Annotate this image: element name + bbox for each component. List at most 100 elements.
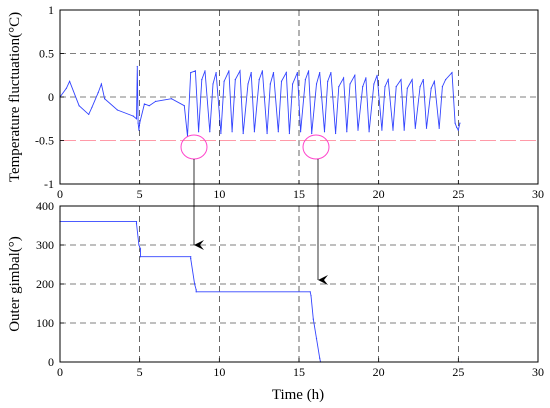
temperature-point: [419, 86, 421, 88]
temperature-point: [330, 72, 332, 74]
temperature-point: [132, 115, 134, 117]
x-tick-label: 0: [57, 187, 63, 201]
temperature-point: [212, 83, 214, 85]
temperature-point: [148, 105, 150, 107]
temperature-point: [433, 80, 435, 82]
temperature-point: [392, 129, 394, 131]
temperature-point: [269, 83, 271, 85]
x-tick-label: 25: [452, 365, 464, 379]
temperature-point: [395, 86, 397, 88]
temperature-point: [97, 92, 99, 94]
y-tick-label: 200: [36, 277, 54, 291]
temperature-point: [315, 83, 318, 85]
temperature-point: [242, 132, 244, 135]
temperature-point: [304, 79, 306, 81]
temperature-point: [209, 131, 211, 133]
temperature-point: [349, 83, 351, 85]
bottom-y-axis-label: Outer gimbal(°): [7, 236, 23, 332]
temperature-point: [69, 80, 71, 82]
temperature-point: [411, 79, 413, 81]
temperature-point: [368, 131, 370, 133]
temperature-point: [406, 87, 408, 89]
temperature-point: [400, 79, 402, 81]
y-tick-label: -1: [44, 177, 54, 191]
temperature-point: [438, 127, 440, 129]
temperature-point: [143, 103, 145, 105]
temperature-point: [457, 129, 459, 131]
temperature-point: [425, 127, 428, 129]
x-tick-label: 5: [137, 365, 143, 379]
gimbal-point: [190, 256, 192, 258]
temperature-point: [311, 132, 313, 135]
temperature-point: [104, 98, 106, 100]
temperature-point: [323, 131, 326, 133]
temperature-point: [116, 109, 118, 111]
temperature-point: [403, 129, 405, 131]
gimbal-point: [135, 221, 138, 223]
top-grid: [60, 10, 538, 184]
y-tick-label: 1: [48, 3, 54, 17]
temperature-point: [451, 72, 453, 74]
temperature-point: [362, 86, 364, 88]
temperature-point: [250, 72, 252, 74]
temperature-point: [155, 100, 157, 102]
gimbal-point: [195, 289, 197, 291]
temperature-point: [319, 72, 321, 74]
x-tick-label: 10: [213, 365, 225, 379]
temperature-point: [135, 118, 138, 120]
temperature-point: [183, 105, 185, 107]
temperature-point: [258, 79, 260, 81]
top-chart: 0 5 10 15 20 25 30 -1 -0.5 0 0.5 1 Temperature flu…: [7, 3, 544, 201]
temperature-point: [343, 77, 345, 79]
temperature-point: [201, 79, 203, 81]
x-tick-label: 15: [293, 365, 305, 379]
bottom-grid: [60, 206, 538, 362]
y-tick-label: -0.5: [35, 134, 54, 148]
temperature-point: [354, 74, 356, 76]
temperature-point: [136, 65, 138, 68]
gimbal-point: [194, 283, 196, 285]
temperature-points: [59, 65, 461, 137]
x-tick-label: 20: [373, 365, 385, 379]
temperature-point: [280, 80, 283, 82]
bottom-x-axis-label: Time (h): [272, 387, 324, 403]
temperature-point: [445, 79, 447, 81]
x-tick-label: 5: [137, 187, 143, 201]
temperature-point: [204, 70, 206, 72]
temperature-point: [387, 79, 389, 81]
top-x-tick-labels: 0 5 10 15 20 25 30: [57, 180, 544, 201]
temperature-point: [228, 70, 230, 72]
temperature-point: [266, 132, 268, 135]
y-tick-label: 400: [36, 199, 54, 213]
temperature-point: [88, 113, 90, 115]
temperature-point: [288, 132, 290, 135]
top-y-tick-labels: -1 -0.5 0 0.5 1: [35, 3, 64, 191]
temperature-point: [422, 79, 424, 81]
bottom-y-tick-labels: 0 100 200 300 400: [36, 199, 64, 369]
bottom-chart: 0 5 10 15 20 25 30 0 100 200 300 400 Outer gimbal(…: [7, 199, 544, 403]
temperature-point: [376, 74, 378, 76]
temperature-point: [272, 72, 275, 74]
gimbal-point: [315, 338, 318, 340]
temperature-point: [247, 83, 249, 85]
temperature-point: [65, 87, 67, 89]
x-tick-label: 0: [57, 365, 63, 379]
x-tick-label: 15: [293, 187, 305, 201]
temperature-point: [137, 122, 139, 124]
temperature-point: [430, 87, 432, 89]
gimbal-point: [135, 223, 138, 225]
temperature-point: [234, 79, 236, 81]
temperature-point: [441, 86, 443, 88]
gimbal-point: [139, 256, 142, 258]
temperature-point: [170, 98, 173, 100]
temperature-point: [138, 129, 140, 131]
x-tick-label: 20: [373, 187, 385, 201]
x-tick-label: 10: [213, 187, 225, 201]
gimbal-point: [309, 291, 311, 293]
temperature-point: [454, 122, 456, 124]
gimbal-point: [310, 295, 312, 297]
y-tick-label: 0: [48, 90, 54, 104]
temperature-point: [292, 83, 294, 85]
gimbal-point: [139, 248, 142, 250]
